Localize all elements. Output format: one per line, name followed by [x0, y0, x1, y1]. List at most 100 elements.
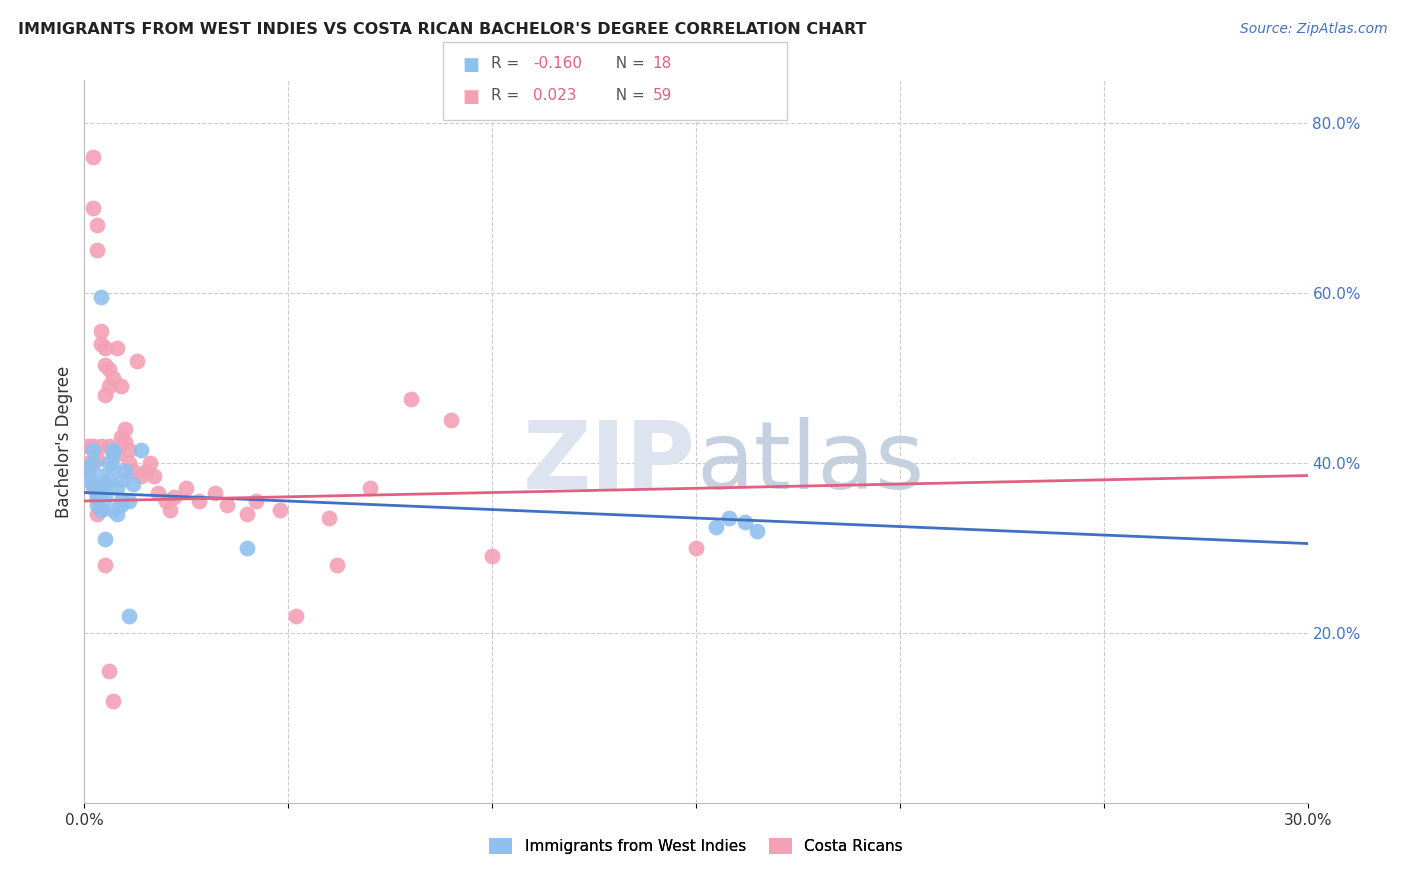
Text: IMMIGRANTS FROM WEST INDIES VS COSTA RICAN BACHELOR'S DEGREE CORRELATION CHART: IMMIGRANTS FROM WEST INDIES VS COSTA RIC…	[18, 22, 866, 37]
Point	[118, 443, 141, 458]
Point	[187, 494, 209, 508]
Point	[86, 507, 108, 521]
Point	[97, 362, 120, 376]
Point	[127, 353, 149, 368]
Text: 0.023: 0.023	[533, 88, 576, 103]
Point	[318, 511, 340, 525]
Point	[77, 473, 100, 487]
Point	[97, 379, 120, 393]
Point	[77, 456, 100, 470]
Point	[101, 447, 124, 461]
Text: atlas: atlas	[696, 417, 924, 509]
Point	[93, 477, 115, 491]
Text: ■: ■	[463, 56, 479, 74]
Point	[93, 358, 115, 372]
Point	[142, 468, 165, 483]
Point	[97, 439, 120, 453]
Point	[734, 516, 756, 530]
Text: ■: ■	[463, 88, 479, 106]
Point	[93, 533, 115, 547]
Point	[110, 498, 132, 512]
Point	[86, 244, 108, 258]
Point	[105, 481, 128, 495]
Point	[217, 498, 239, 512]
Point	[245, 494, 267, 508]
Point	[747, 524, 769, 538]
Point	[77, 460, 100, 475]
Point	[86, 490, 108, 504]
Point	[82, 443, 104, 458]
Point	[86, 498, 108, 512]
Point	[101, 443, 124, 458]
Point	[101, 443, 124, 458]
Point	[105, 507, 128, 521]
Point	[86, 490, 108, 504]
Point	[105, 447, 128, 461]
Point	[285, 608, 308, 623]
Text: Source: ZipAtlas.com: Source: ZipAtlas.com	[1240, 22, 1388, 37]
Text: R =: R =	[491, 56, 524, 71]
Point	[93, 388, 115, 402]
Point	[359, 481, 381, 495]
Point	[155, 494, 177, 508]
Point	[90, 502, 112, 516]
Text: R =: R =	[491, 88, 524, 103]
Point	[93, 558, 115, 572]
Point	[93, 490, 115, 504]
Point	[86, 451, 108, 466]
Point	[82, 481, 104, 495]
Point	[97, 664, 120, 678]
Point	[110, 379, 132, 393]
Point	[114, 434, 136, 449]
Point	[326, 558, 349, 572]
Point	[82, 456, 104, 470]
Point	[114, 422, 136, 436]
Text: N =: N =	[606, 56, 650, 71]
Point	[163, 490, 186, 504]
Point	[706, 519, 728, 533]
Point	[90, 439, 112, 453]
Point	[204, 485, 226, 500]
Point	[118, 608, 141, 623]
Point	[717, 511, 740, 525]
Text: 59: 59	[652, 88, 672, 103]
Text: N =: N =	[606, 88, 650, 103]
Point	[236, 507, 259, 521]
Point	[101, 460, 124, 475]
Point	[97, 473, 120, 487]
Point	[399, 392, 422, 406]
Point	[82, 201, 104, 215]
Point	[269, 502, 291, 516]
Point	[101, 371, 124, 385]
Point	[82, 150, 104, 164]
Point	[82, 439, 104, 453]
Point	[481, 549, 503, 564]
Point	[138, 456, 160, 470]
Point	[118, 494, 141, 508]
Point	[86, 485, 108, 500]
Point	[131, 468, 153, 483]
Point	[236, 541, 259, 555]
Point	[110, 473, 132, 487]
Point	[131, 443, 153, 458]
Point	[110, 430, 132, 444]
Point	[101, 502, 124, 516]
Point	[105, 341, 128, 355]
Point	[110, 494, 132, 508]
Point	[122, 464, 145, 478]
Point	[440, 413, 463, 427]
Point	[93, 341, 115, 355]
Text: -0.160: -0.160	[533, 56, 582, 71]
Legend: Immigrants from West Indies, Costa Ricans: Immigrants from West Indies, Costa Rican…	[484, 832, 908, 860]
Point	[90, 468, 112, 483]
Point	[97, 456, 120, 470]
Y-axis label: Bachelor's Degree: Bachelor's Degree	[55, 366, 73, 517]
Point	[90, 481, 112, 495]
Point	[118, 456, 141, 470]
Point	[90, 502, 112, 516]
Point	[77, 464, 100, 478]
Point	[86, 218, 108, 232]
Point	[146, 485, 169, 500]
Point	[90, 290, 112, 304]
Point	[82, 477, 104, 491]
